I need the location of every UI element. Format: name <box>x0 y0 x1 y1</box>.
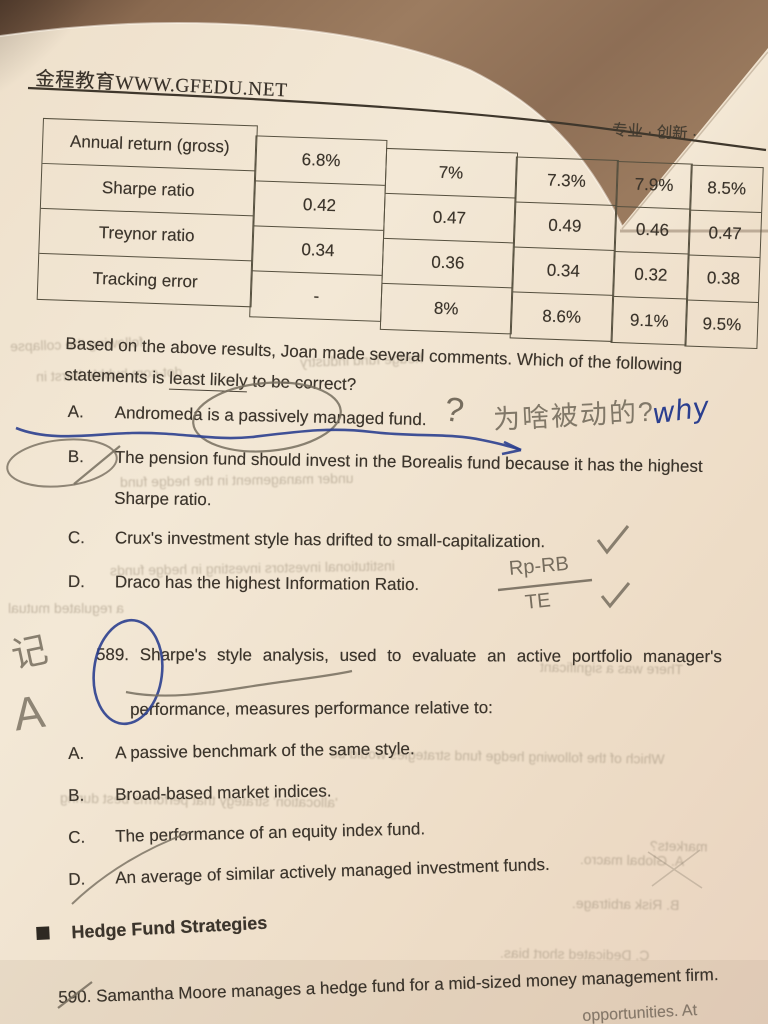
option-text: Andromeda is a passively managed fund. <box>114 403 427 430</box>
value-cell: 8.6% <box>542 305 582 327</box>
option-589-c: C. The performance of an equity index fun… <box>68 819 425 848</box>
stem-text: Sharpe's style analysis, used to evaluat… <box>139 645 722 667</box>
value-cell: 0.46 <box>614 206 691 255</box>
value-cell: 0.49 <box>513 202 617 251</box>
table-label-column: Annual return (gross) Sharpe ratio Treynor… <box>36 117 259 308</box>
value-cell: 8.5% <box>690 165 763 214</box>
value-cell: 6.8% <box>255 136 387 186</box>
option-letter: A. <box>68 743 85 763</box>
row-label-cell: Tracking error <box>92 268 199 291</box>
value-cell: 0.32 <box>613 251 689 300</box>
option-letter: C. <box>67 528 85 548</box>
option-text-line2: Sharpe ratio. <box>114 488 212 510</box>
least-likely-underlined: least likely <box>168 368 248 393</box>
option-588-d: D. Draco has the highest Information Rati… <box>68 572 419 595</box>
brand-header: 金程教育WWW.GFEDU.NET <box>34 68 289 102</box>
question-590: 590. Samantha Moore manages a hedge fund… <box>58 965 719 1008</box>
value-cell: 0.47 <box>688 210 762 259</box>
question-text: Samantha Moore manages a hedge fund for … <box>95 964 719 1006</box>
option-text: Crux's investment style has drifted to s… <box>114 528 546 552</box>
question-number: 590. <box>58 986 92 1007</box>
value-cell: - <box>313 285 320 306</box>
option-588-a: A. Andromeda is a passively managed fund. <box>68 402 427 430</box>
option-text: Broad-based market indices. <box>114 781 332 805</box>
option-text: A passive benchmark of the same style. <box>114 739 415 763</box>
table-value-column: 6.8% 0.42 0.34 - <box>249 135 388 322</box>
option-letter: D. <box>67 572 85 592</box>
row-label-cell: Sharpe ratio <box>41 163 256 217</box>
option-text: An average of similar actively managed i… <box>114 854 551 888</box>
performance-table: Annual return (gross) Sharpe ratio Treynor… <box>36 117 765 350</box>
row-label-cell: Annual return (gross) <box>42 118 258 172</box>
table-value-column: 8.5% 0.47 0.38 9.5% <box>684 164 764 350</box>
option-589-b: B. Broad-based market indices. <box>68 781 332 806</box>
section-heading-hedge-fund-strategies: Hedge Fund Strategies <box>36 913 268 945</box>
value-cell: 0.38 <box>687 255 760 304</box>
option-text: The pension fund should invest in the Bo… <box>114 447 703 476</box>
option-589-d: D. An average of similar actively managed… <box>68 855 550 890</box>
value-cell: 8% <box>433 298 459 319</box>
value-cell: 0.47 <box>383 193 516 244</box>
option-letter: A. <box>67 402 85 422</box>
option-letter: B. <box>67 447 85 467</box>
question-number: 589. <box>95 645 130 665</box>
option-588-b: B. The pension fund should invest in the … <box>67 447 703 516</box>
value-cell: 0.34 <box>512 247 615 296</box>
value-cell: 7.9% <box>616 162 692 210</box>
heading-text: Hedge Fund Strategies <box>70 912 268 943</box>
bottom-shade <box>0 960 768 1024</box>
value-cell: 0.36 <box>382 238 514 289</box>
wood-table-surface <box>0 0 768 226</box>
table-value-column: 7% 0.47 0.36 8% <box>379 147 518 335</box>
question-589-stem-line1: 589. Sharpe's style analysis, used to ev… <box>96 645 722 667</box>
value-cell: 9.5% <box>702 313 742 334</box>
option-text: Draco has the highest Information Ratio. <box>114 572 420 595</box>
value-cell: 7.3% <box>515 157 618 206</box>
option-letter: D. <box>68 869 86 889</box>
option-text: The performance of an equity index fund. <box>114 819 426 846</box>
option-589-a: A. A passive benchmark of the same style. <box>68 739 415 764</box>
question-589-stem-line2: performance, measures performance relati… <box>130 698 493 719</box>
paper-edge-highlight <box>0 22 623 227</box>
value-cell: 7% <box>385 148 517 199</box>
value-cell: 0.42 <box>253 181 386 231</box>
table-value-column: 7.3% 0.49 0.34 8.6% <box>509 156 619 342</box>
cutoff-bottom-line: opportunities. At <box>582 1001 698 1024</box>
option-letter: C. <box>68 827 86 847</box>
table-value-column: 7.9% 0.46 0.32 9.1% <box>610 160 693 346</box>
square-bullet-icon <box>36 926 50 940</box>
option-letter: B. <box>68 785 85 805</box>
value-cell: 9.1% <box>629 310 670 331</box>
value-cell: 0.34 <box>252 226 384 276</box>
row-label-cell: Treynor ratio <box>39 208 254 262</box>
option-588-c: C. Crux's investment style has drifted to… <box>68 528 545 552</box>
